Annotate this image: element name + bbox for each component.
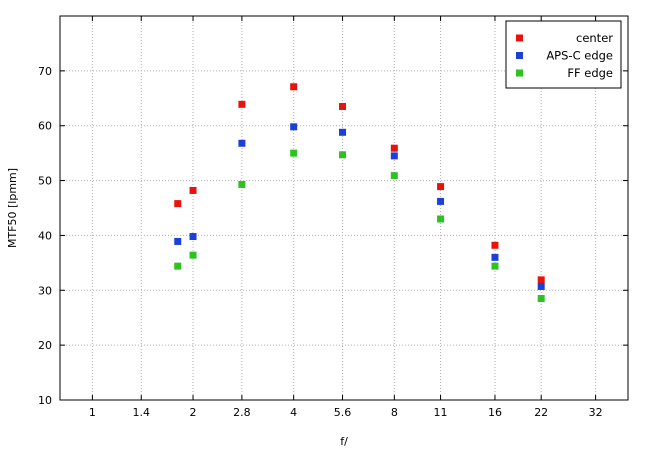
data-point	[189, 251, 197, 259]
data-point	[537, 276, 545, 284]
data-point	[537, 282, 545, 290]
legend-box	[505, 20, 622, 89]
data-point	[189, 233, 197, 241]
data-point	[339, 151, 347, 159]
plot-frame	[59, 15, 629, 401]
y-tick-label: 20	[38, 339, 52, 352]
series-2	[174, 149, 545, 303]
data-point	[339, 128, 347, 136]
data-point	[339, 103, 347, 111]
data-point	[491, 262, 499, 270]
data-point	[238, 100, 246, 108]
x-axis-label: f/	[340, 435, 348, 448]
data-point	[390, 144, 398, 152]
y-tick-label: 50	[38, 175, 52, 188]
data-point	[537, 295, 545, 303]
y-axis-label: MTF50 [lpmm]	[6, 168, 19, 248]
x-tick-label: 2.8	[233, 406, 251, 419]
data-points	[174, 83, 545, 303]
axis-ticks: 1 1.4 2 2.8 4 5.6 8 11 16 22 32 10 20 30 40 50 60 70	[38, 16, 628, 419]
x-tick-label: 8	[391, 406, 398, 419]
data-point	[390, 172, 398, 180]
data-point	[174, 200, 182, 208]
x-tick-label: 4	[290, 406, 297, 419]
legend-label: FF edge	[567, 66, 613, 80]
x-tick-label: 16	[488, 406, 502, 419]
data-point	[174, 262, 182, 270]
y-tick-label: 40	[38, 229, 52, 242]
data-point	[437, 197, 445, 205]
data-point	[290, 149, 298, 157]
y-tick-label: 30	[38, 284, 52, 297]
data-point	[238, 180, 246, 188]
legend-label: APS-C edge	[546, 49, 613, 63]
x-tick-label: 2	[190, 406, 197, 419]
data-point	[174, 237, 182, 245]
data-point	[290, 83, 298, 91]
data-point	[189, 186, 197, 194]
y-tick-label: 10	[38, 394, 52, 407]
data-point	[290, 123, 298, 131]
legend-label: center	[576, 31, 613, 45]
x-tick-label: 32	[589, 406, 603, 419]
x-tick-label: 22	[534, 406, 548, 419]
data-point	[437, 183, 445, 191]
data-point	[491, 241, 499, 249]
legend-swatch	[516, 34, 523, 42]
legend-swatch	[516, 52, 523, 59]
x-tick-label: 1	[89, 406, 96, 419]
y-tick-label: 60	[38, 120, 52, 133]
legend-swatch	[516, 69, 523, 77]
data-point	[491, 253, 499, 261]
x-tick-label: 5.6	[334, 406, 352, 419]
data-point	[437, 215, 445, 223]
x-tick-label: 1.4	[133, 406, 151, 419]
y-tick-label: 70	[38, 65, 52, 78]
series-1	[174, 123, 545, 290]
series-0	[174, 83, 545, 284]
legend: center APS-C edge FF edge	[505, 20, 622, 89]
data-point	[390, 152, 398, 160]
data-point	[238, 139, 246, 147]
x-tick-label: 11	[434, 406, 448, 419]
